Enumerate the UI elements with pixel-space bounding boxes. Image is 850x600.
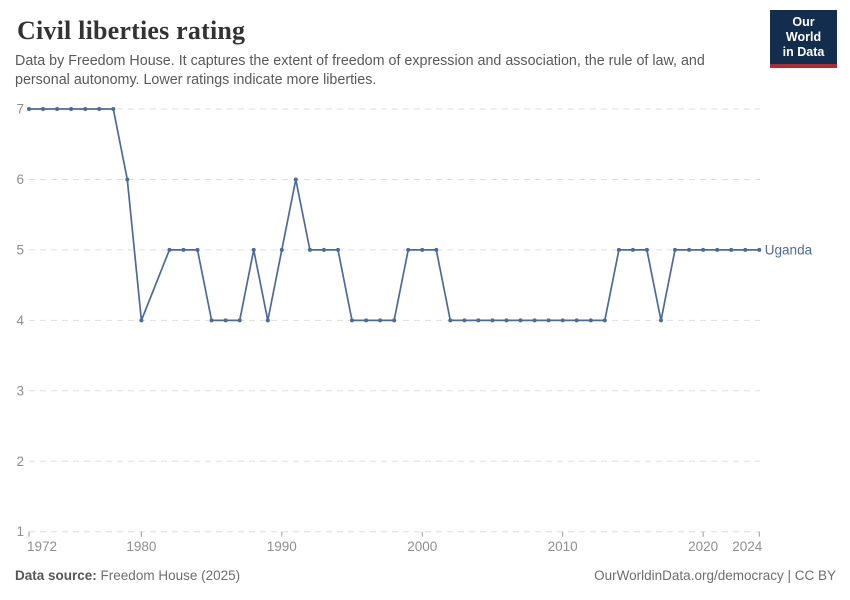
data-point-marker[interactable]: [69, 107, 74, 111]
data-point-marker[interactable]: [195, 247, 200, 252]
data-source-label: Data source:: [15, 568, 97, 583]
data-point-marker[interactable]: [602, 318, 607, 323]
data-point-marker[interactable]: [125, 177, 130, 182]
data-point-marker[interactable]: [687, 247, 692, 252]
footer-citation-link[interactable]: OurWorldinData.org/democracy | CC BY: [594, 568, 836, 583]
data-point-marker[interactable]: [420, 247, 425, 252]
series-end-label[interactable]: Uganda: [765, 242, 813, 257]
data-point-marker[interactable]: [743, 247, 748, 252]
y-axis-tick-label: 1: [16, 524, 24, 539]
data-point-marker[interactable]: [532, 318, 537, 323]
data-point-marker[interactable]: [27, 107, 31, 111]
data-point-marker[interactable]: [97, 107, 102, 111]
data-point-marker[interactable]: [729, 247, 734, 252]
owid-logo: Our World in Data: [770, 10, 837, 68]
data-point-marker[interactable]: [659, 318, 663, 323]
y-axis-tick-label: 2: [16, 454, 24, 469]
data-point-marker[interactable]: [757, 247, 762, 252]
owid-logo-line2: in Data: [782, 45, 825, 59]
data-point-marker[interactable]: [336, 247, 340, 252]
data-point-marker[interactable]: [55, 107, 60, 111]
data-point-marker[interactable]: [209, 318, 214, 323]
data-point-marker[interactable]: [546, 318, 551, 323]
data-point-marker[interactable]: [434, 247, 439, 252]
data-point-marker[interactable]: [701, 247, 706, 252]
chart-footer: Data source: Freedom House (2025) OurWor…: [15, 568, 836, 583]
data-point-marker[interactable]: [307, 247, 312, 252]
data-point-marker[interactable]: [673, 247, 677, 252]
x-axis-tick-label: 1972: [27, 539, 57, 554]
data-point-marker[interactable]: [490, 318, 495, 323]
y-axis-tick-label: 7: [16, 102, 24, 117]
data-point-marker[interactable]: [350, 318, 354, 323]
data-point-marker[interactable]: [293, 177, 298, 182]
x-axis-tick-label: 1990: [267, 539, 297, 554]
data-point-marker[interactable]: [715, 247, 720, 252]
owid-logo-line1: Our World: [785, 15, 822, 44]
data-point-marker[interactable]: [223, 318, 228, 323]
data-point-marker[interactable]: [644, 247, 649, 252]
data-point-marker[interactable]: [251, 247, 256, 252]
data-point-marker[interactable]: [518, 318, 523, 323]
data-point-marker[interactable]: [83, 107, 88, 111]
data-point-marker[interactable]: [406, 247, 411, 252]
data-point-marker[interactable]: [167, 247, 172, 252]
x-axis-tick-label: 2010: [548, 539, 578, 554]
y-axis-tick-label: 5: [16, 242, 24, 257]
data-point-marker[interactable]: [378, 318, 383, 323]
series-line[interactable]: [28, 108, 761, 322]
data-point-marker[interactable]: [462, 318, 467, 323]
data-point-marker[interactable]: [476, 318, 481, 323]
data-point-marker[interactable]: [41, 107, 45, 111]
y-axis-tick-label: 4: [16, 313, 24, 328]
data-point-marker[interactable]: [574, 318, 579, 323]
chart-subtitle: Data by Freedom House. It captures the e…: [15, 53, 705, 88]
x-axis-tick-label: 2000: [407, 539, 437, 554]
data-point-marker[interactable]: [630, 247, 635, 252]
data-point-marker[interactable]: [181, 247, 186, 252]
data-point-marker[interactable]: [111, 107, 116, 111]
data-point-marker[interactable]: [392, 318, 397, 323]
data-point-marker[interactable]: [279, 247, 284, 252]
data-point-marker[interactable]: [321, 247, 326, 252]
x-axis-tick-label: 2020: [688, 539, 718, 554]
page-title: Civil liberties rating: [17, 16, 246, 45]
data-point-marker[interactable]: [265, 318, 270, 323]
data-point-marker[interactable]: [616, 247, 621, 252]
x-axis-tick-label: 2024: [732, 539, 763, 554]
data-point-marker[interactable]: [504, 318, 509, 323]
y-axis-tick-label: 3: [16, 383, 24, 398]
data-point-marker[interactable]: [139, 318, 144, 323]
data-point-marker[interactable]: [560, 318, 565, 323]
data-point-marker[interactable]: [237, 318, 242, 323]
data-point-marker[interactable]: [448, 318, 453, 323]
data-source-value: Freedom House (2025): [100, 568, 241, 583]
data-source: Data source: Freedom House (2025): [15, 568, 240, 583]
y-axis-tick-label: 6: [16, 172, 24, 187]
x-axis-tick-label: 1980: [126, 539, 156, 554]
data-point-marker[interactable]: [364, 318, 369, 323]
data-point-marker[interactable]: [588, 318, 593, 323]
